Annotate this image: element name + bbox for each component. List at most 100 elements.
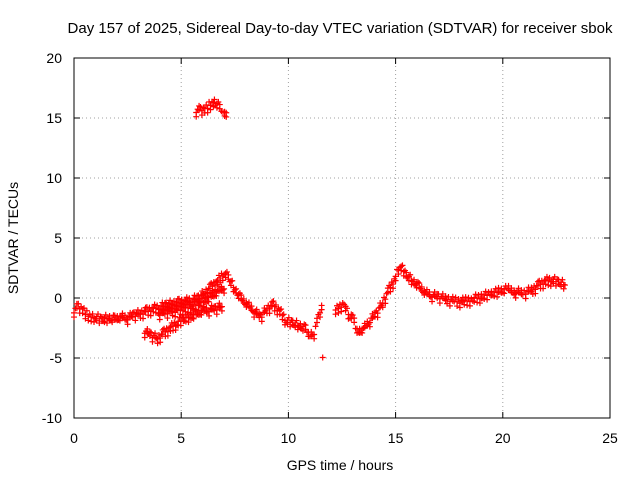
y-tick-label: 5 — [54, 230, 62, 246]
y-axis-label: SDTVAR / TECUs — [5, 182, 21, 294]
data-point — [173, 306, 180, 313]
data-point — [206, 312, 213, 319]
data-point — [221, 290, 228, 297]
data-point — [156, 316, 163, 323]
data-point — [512, 294, 519, 301]
data-point — [187, 309, 194, 316]
data-point — [193, 113, 200, 120]
data-point — [147, 312, 154, 319]
data-point — [166, 324, 173, 331]
data-point — [280, 311, 287, 318]
x-tick-label: 10 — [281, 430, 297, 446]
data-point — [75, 300, 82, 307]
data-point — [213, 278, 220, 285]
data-point — [471, 298, 478, 305]
data-point — [124, 321, 131, 328]
grid-layer — [74, 58, 610, 418]
data-point — [475, 291, 482, 298]
data-point — [318, 306, 325, 313]
y-tick-label: 15 — [46, 110, 62, 126]
data-point — [196, 107, 203, 114]
data-point — [207, 106, 214, 113]
data-point — [366, 323, 373, 330]
data-point — [197, 103, 204, 110]
data-point — [266, 310, 273, 317]
x-tick-label: 15 — [388, 430, 404, 446]
x-tick-label: 0 — [70, 430, 78, 446]
data-point — [338, 308, 345, 315]
data-point — [464, 302, 471, 309]
data-point — [532, 290, 539, 297]
data-point — [387, 288, 394, 295]
data-point — [71, 314, 77, 321]
data-point — [189, 314, 196, 321]
data-point — [374, 314, 381, 321]
data-point — [115, 316, 122, 323]
data-point — [436, 300, 443, 307]
data-point — [476, 300, 483, 307]
data-point — [559, 276, 566, 283]
data-point — [466, 302, 473, 309]
y-tick-label: 10 — [46, 170, 62, 186]
y-tick-label: -5 — [50, 350, 63, 366]
data-point — [141, 334, 148, 341]
data-point — [379, 304, 386, 311]
data-point — [192, 306, 199, 313]
data-point — [213, 292, 220, 299]
data-point — [100, 318, 107, 325]
data-point — [313, 319, 320, 326]
data-point — [434, 295, 441, 302]
data-point — [494, 293, 501, 300]
data-point — [481, 296, 488, 302]
data-point — [293, 317, 300, 324]
data-point — [272, 301, 279, 308]
data-point — [311, 335, 318, 342]
y-tick-label: 0 — [54, 290, 62, 306]
data-point — [560, 285, 567, 292]
data-point — [335, 309, 342, 316]
data-point — [198, 311, 205, 318]
data-point — [251, 314, 258, 321]
data-point — [102, 311, 109, 318]
data-point — [200, 303, 207, 310]
x-tick-label: 20 — [495, 430, 511, 446]
data-point — [213, 311, 220, 318]
data-point — [301, 321, 308, 328]
data-point — [472, 291, 479, 298]
data-point — [351, 319, 358, 326]
data-point — [546, 274, 553, 281]
data-point — [382, 300, 389, 307]
data-point — [462, 294, 469, 301]
data-point — [429, 298, 436, 305]
data-point — [188, 305, 195, 312]
data-point — [317, 314, 324, 321]
data-point — [85, 317, 92, 324]
data-point — [219, 277, 226, 284]
data-point — [116, 317, 123, 324]
data-point — [501, 290, 508, 297]
data-point — [446, 302, 453, 309]
y-tick-label: -10 — [42, 410, 62, 426]
data-point — [540, 285, 547, 292]
x-axis-label: GPS time / hours — [287, 457, 394, 473]
data-point — [278, 306, 285, 313]
data-point — [91, 319, 98, 326]
data-point — [392, 277, 399, 284]
x-tick-label: 5 — [177, 430, 185, 446]
data-point — [181, 317, 188, 324]
data-point — [140, 315, 147, 322]
data-point — [132, 317, 139, 324]
data-point — [83, 307, 90, 314]
data-point — [213, 104, 220, 111]
data-point — [229, 277, 236, 284]
data-point — [164, 332, 171, 339]
data-point — [218, 307, 225, 314]
data-point — [491, 293, 498, 300]
data-point — [167, 297, 174, 304]
data-point — [474, 299, 481, 306]
data-point — [164, 315, 171, 322]
data-point — [219, 286, 226, 293]
data-point — [149, 338, 156, 345]
